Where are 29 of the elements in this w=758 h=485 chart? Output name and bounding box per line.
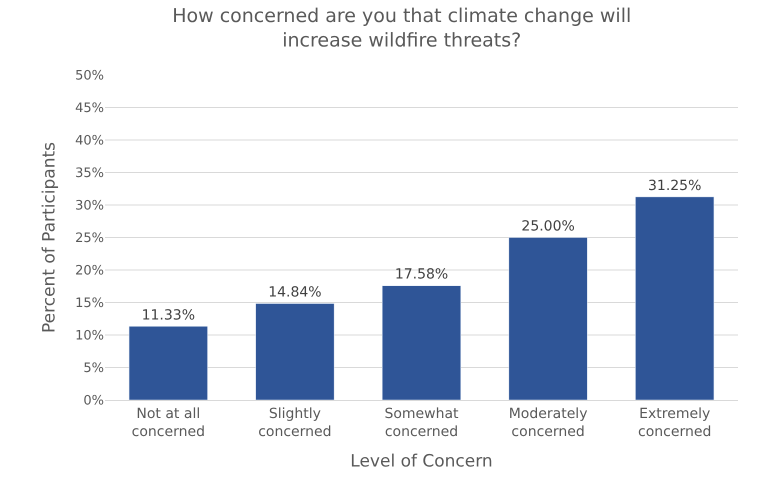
x-tick-label: Extremely concerned — [638, 406, 712, 440]
y-tick-label: 20% — [75, 264, 104, 279]
x-tick-label: Somewhat concerned — [384, 406, 460, 440]
y-tick-label: 35% — [75, 166, 104, 182]
bar — [635, 196, 714, 400]
bar — [382, 285, 461, 400]
bar — [508, 237, 588, 400]
y-tick-label: 50% — [75, 68, 104, 84]
x-tick-label: Moderately concerned — [508, 406, 588, 440]
y-tick-label: 45% — [75, 101, 104, 116]
bar — [128, 326, 208, 400]
data-label: 17.58% — [394, 266, 448, 283]
x-axis-title: Level of Concern — [350, 451, 493, 472]
data-label: 14.84% — [268, 284, 322, 301]
y-axis-title: Percent of Participants — [40, 142, 60, 334]
bar — [255, 303, 334, 400]
y-tick-label: 10% — [75, 328, 104, 344]
y-tick-label: 30% — [75, 198, 104, 214]
chart-title: How concerned are you that climate change will increase wildfire threats? — [172, 4, 632, 52]
data-label: 31.25% — [648, 178, 702, 194]
y-tick-label: 5% — [83, 361, 104, 376]
x-tick-label: Not at all concerned — [132, 406, 205, 440]
data-label: 25.00% — [521, 218, 575, 234]
data-label: 11.33% — [142, 307, 195, 324]
y-tick-label: 25% — [75, 231, 104, 246]
x-tick-label: Slightly concerned — [258, 406, 332, 440]
y-tick-label: 40% — [75, 134, 104, 149]
y-tick-label: 0% — [83, 394, 104, 409]
y-tick-label: 15% — [75, 296, 104, 312]
